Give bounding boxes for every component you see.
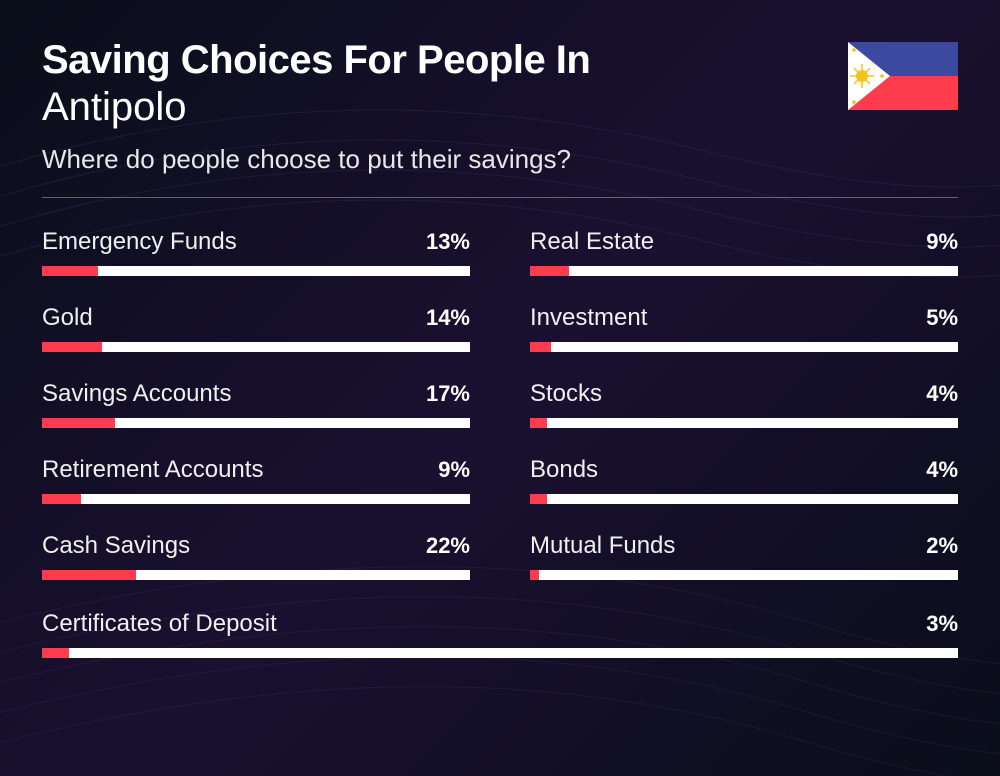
bar-item-header: Savings Accounts 17% bbox=[42, 380, 470, 408]
bar-item-right-1: Investment 5% bbox=[530, 304, 958, 352]
bar-label: Savings Accounts bbox=[42, 380, 231, 408]
bar-track bbox=[530, 342, 958, 352]
bar-item-left-4: Cash Savings 22% bbox=[42, 532, 470, 580]
bar-item-left-3: Retirement Accounts 9% bbox=[42, 456, 470, 504]
bar-track bbox=[530, 494, 958, 504]
bar-fill bbox=[530, 342, 551, 352]
bar-track bbox=[42, 494, 470, 504]
bar-track bbox=[42, 342, 470, 352]
bar-item-header: Retirement Accounts 9% bbox=[42, 456, 470, 484]
main-container: Saving Choices For People In Antipolo Wh… bbox=[0, 0, 1000, 724]
bar-fill bbox=[530, 494, 547, 504]
bar-item-header: Stocks 4% bbox=[530, 380, 958, 408]
bar-fill bbox=[42, 570, 136, 580]
bar-label: Bonds bbox=[530, 456, 598, 484]
bar-label: Stocks bbox=[530, 380, 602, 408]
bar-item-right-4: Mutual Funds 2% bbox=[530, 532, 958, 580]
bar-fill bbox=[530, 418, 547, 428]
bar-item-right-3: Bonds 4% bbox=[530, 456, 958, 504]
bar-value: 3% bbox=[926, 611, 958, 637]
right-column: Real Estate 9% Investment 5% Stocks 4% Bonds 4%… bbox=[530, 228, 958, 608]
header: Saving Choices For People In Antipolo Wh… bbox=[42, 38, 958, 175]
bar-item-bottom: Certificates of Deposit 3% bbox=[42, 610, 958, 658]
bar-track bbox=[530, 570, 958, 580]
bar-value: 14% bbox=[426, 305, 470, 331]
bar-label: Retirement Accounts bbox=[42, 456, 263, 484]
bar-value: 9% bbox=[438, 457, 470, 483]
bar-fill bbox=[42, 418, 115, 428]
bar-label: Emergency Funds bbox=[42, 228, 237, 256]
bar-track bbox=[42, 266, 470, 276]
bar-item-header: Real Estate 9% bbox=[530, 228, 958, 256]
bar-label: Certificates of Deposit bbox=[42, 610, 277, 638]
bar-value: 2% bbox=[926, 533, 958, 559]
bar-fill bbox=[42, 494, 81, 504]
bar-item-header: Certificates of Deposit 3% bbox=[42, 610, 958, 638]
bar-item-header: Bonds 4% bbox=[530, 456, 958, 484]
bar-label: Gold bbox=[42, 304, 93, 332]
bar-item-right-0: Real Estate 9% bbox=[530, 228, 958, 276]
bar-item-left-1: Gold 14% bbox=[42, 304, 470, 352]
title-line2: Antipolo bbox=[42, 85, 848, 130]
bar-value: 5% bbox=[926, 305, 958, 331]
bar-item-right-2: Stocks 4% bbox=[530, 380, 958, 428]
bar-value: 13% bbox=[426, 229, 470, 255]
title-line1: Saving Choices For People In bbox=[42, 38, 848, 83]
bar-item-left-2: Savings Accounts 17% bbox=[42, 380, 470, 428]
header-text: Saving Choices For People In Antipolo Wh… bbox=[42, 38, 848, 175]
bar-value: 22% bbox=[426, 533, 470, 559]
bar-track bbox=[530, 418, 958, 428]
bar-item-header: Emergency Funds 13% bbox=[42, 228, 470, 256]
bar-fill bbox=[42, 342, 102, 352]
bar-track bbox=[42, 570, 470, 580]
bar-track bbox=[530, 266, 958, 276]
flag-icon bbox=[848, 42, 958, 110]
bar-fill bbox=[530, 266, 569, 276]
bar-item-header: Mutual Funds 2% bbox=[530, 532, 958, 560]
bar-value: 17% bbox=[426, 381, 470, 407]
bar-item-header: Gold 14% bbox=[42, 304, 470, 332]
columns: Emergency Funds 13% Gold 14% Savings Account… bbox=[42, 228, 958, 608]
bar-item-header: Cash Savings 22% bbox=[42, 532, 470, 560]
left-column: Emergency Funds 13% Gold 14% Savings Account… bbox=[42, 228, 470, 608]
bar-fill bbox=[42, 648, 69, 658]
bar-value: 4% bbox=[926, 381, 958, 407]
bar-fill bbox=[42, 266, 98, 276]
bar-label: Mutual Funds bbox=[530, 532, 675, 560]
bar-label: Real Estate bbox=[530, 228, 654, 256]
subtitle: Where do people choose to put their savi… bbox=[42, 144, 848, 175]
divider bbox=[42, 197, 958, 198]
bar-track bbox=[42, 418, 470, 428]
bar-fill bbox=[530, 570, 539, 580]
bar-value: 9% bbox=[926, 229, 958, 255]
bar-label: Cash Savings bbox=[42, 532, 190, 560]
bar-item-header: Investment 5% bbox=[530, 304, 958, 332]
bar-track bbox=[42, 648, 958, 658]
bar-label: Investment bbox=[530, 304, 647, 332]
bar-item-left-0: Emergency Funds 13% bbox=[42, 228, 470, 276]
bar-value: 4% bbox=[926, 457, 958, 483]
